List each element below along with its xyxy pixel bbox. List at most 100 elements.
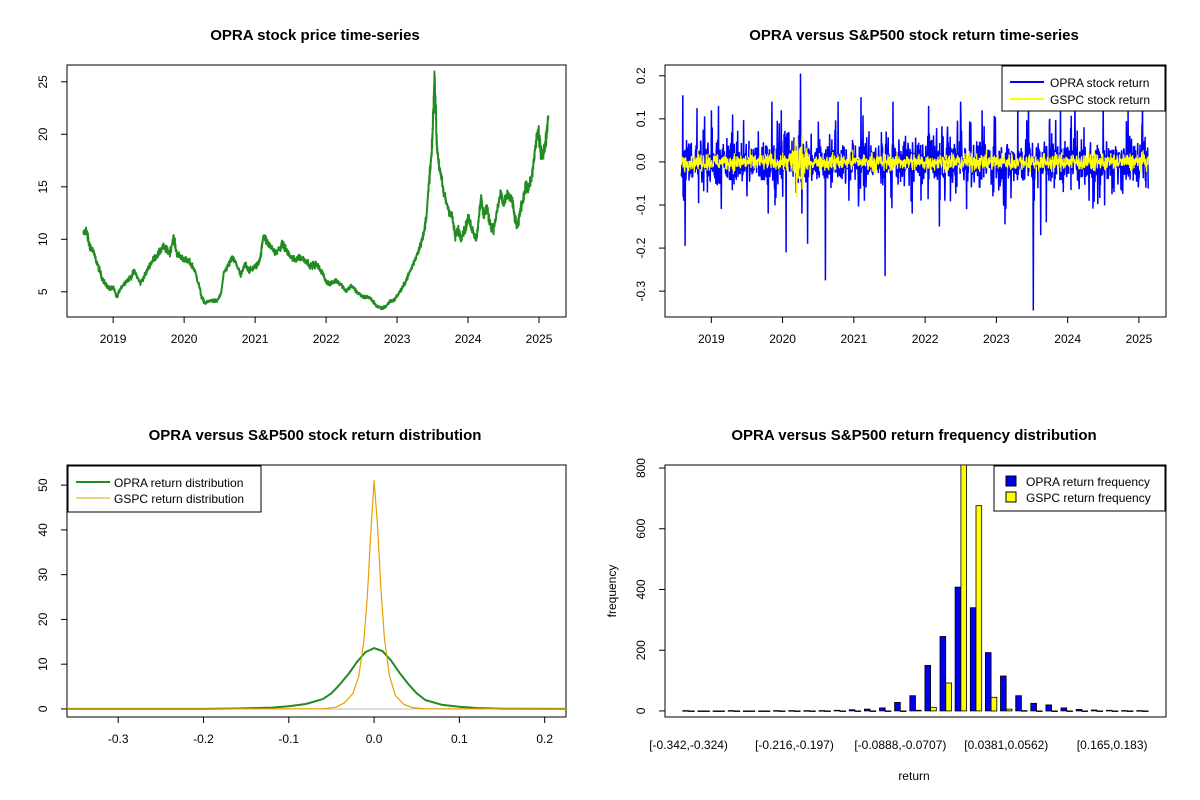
x-tick-label: 2024 (455, 332, 482, 346)
gspc-bar (703, 710, 710, 712)
x-tick-label: -0.2 (193, 732, 214, 746)
legend-box (67, 465, 262, 513)
legend-label-gspc: GSPC stock return (1050, 93, 1150, 107)
x-tick-label: 2020 (171, 332, 198, 346)
y-tick-label: 0 (36, 705, 50, 712)
gspc-return-line (680, 133, 1149, 198)
gspc-bar (1111, 710, 1119, 712)
y-tick-label: 15 (36, 180, 50, 194)
gspc-bar (718, 710, 725, 712)
y-tick-label: 0.1 (634, 110, 648, 127)
gspc-bar (1005, 708, 1013, 712)
opra-bar (924, 665, 932, 712)
opra-bar (1121, 710, 1128, 712)
opra-bar (1030, 702, 1037, 712)
opra-bar (909, 695, 916, 712)
return-density-chart: OPRA versus S&P500 stock return distribu… (36, 427, 567, 746)
y-tick-label: 0.0 (634, 153, 648, 170)
y-tick-label: 200 (634, 640, 648, 660)
x-tick-label: [0.0381,0.0562) (964, 738, 1048, 752)
x-tick-label: 2025 (1126, 332, 1153, 346)
opra-bar (682, 710, 689, 712)
y-tick-label: 10 (36, 657, 50, 671)
x-tick-label: [-0.216,-0.197) (755, 738, 834, 752)
gspc-bar (748, 710, 756, 712)
gspc-bar (900, 710, 907, 712)
opra-bar (864, 708, 871, 712)
x-tick-label: 0.0 (366, 732, 383, 746)
x-tick-label: 2019 (698, 332, 725, 346)
x-tick-label: 2020 (769, 332, 796, 346)
plot-frame (66, 464, 567, 718)
opra-bar (727, 710, 735, 712)
gspc-bar (930, 706, 937, 712)
x-tick-label: 2022 (912, 332, 939, 346)
opra-bar (848, 709, 856, 712)
legend-label-opra: OPRA return frequency (1026, 475, 1150, 489)
opra-bar (939, 636, 947, 712)
x-tick-label: 2025 (526, 332, 553, 346)
opra-bar (969, 607, 977, 712)
opra-density-line (67, 647, 567, 710)
legend-label-gspc: GSPC return distribution (114, 492, 244, 506)
gspc-bar (869, 710, 877, 712)
opra-bar (894, 702, 901, 712)
chart-title: OPRA versus S&P500 stock return time-ser… (749, 27, 1079, 44)
legend-label-opra: OPRA return distribution (114, 476, 243, 490)
gspc-bar (1066, 710, 1073, 712)
opra-bar (1090, 709, 1098, 712)
x-tick-label: 2023 (384, 332, 411, 346)
y-tick-label: 400 (634, 579, 648, 599)
opra-bar (833, 709, 841, 712)
price-line (82, 70, 550, 311)
price-chart: OPRA stock price time-series 2019 2020 202… (36, 27, 567, 346)
gspc-bar (1081, 710, 1089, 712)
gspc-bar (1051, 710, 1058, 712)
opra-bar (1000, 675, 1007, 712)
x-tick-label: 2019 (100, 332, 127, 346)
gspc-bar (854, 710, 862, 712)
opra-bar (788, 710, 795, 712)
y-tick-label: 50 (36, 478, 50, 492)
opra-bar (773, 710, 780, 712)
x-tick-label: 2021 (841, 332, 868, 346)
y-tick-label: 0.2 (634, 67, 648, 84)
gspc-bar (960, 465, 968, 712)
gspc-bar (763, 710, 771, 712)
y-tick-label: -0.1 (634, 194, 648, 215)
gspc-bar (1142, 710, 1149, 712)
return-frequency-chart: OPRA versus S&P500 return frequency dist… (605, 427, 1167, 783)
bars (682, 465, 1149, 712)
gspc-bar (778, 710, 786, 712)
gspc-bar (809, 710, 816, 712)
legend-label-gspc: GSPC return frequency (1026, 491, 1151, 505)
y-tick-label: 20 (36, 127, 50, 141)
y-tick-label: 20 (36, 612, 50, 626)
opra-bar (1045, 704, 1053, 712)
opra-bar (1015, 695, 1022, 712)
gspc-bar (1021, 710, 1028, 712)
opra-bar (803, 710, 810, 712)
legend-swatch-opra (1005, 475, 1017, 487)
y-tick-label: 800 (634, 458, 648, 478)
opra-bar (712, 710, 720, 712)
x-tick-label: [0.165,0.183) (1077, 738, 1148, 752)
x-tick-label: 0.2 (536, 732, 553, 746)
x-tick-label: [-0.0888,-0.0707) (854, 738, 946, 752)
opra-bar (985, 652, 992, 712)
legend-label-opra: OPRA stock return (1050, 76, 1149, 90)
y-tick-label: -0.2 (634, 237, 648, 258)
gspc-bar (794, 710, 801, 712)
x-tick-label: [-0.342,-0.324) (649, 738, 728, 752)
y-tick-label: 10 (36, 232, 50, 246)
gspc-bar (839, 710, 847, 712)
opra-bar (879, 707, 886, 712)
chart-title: OPRA versus S&P500 return frequency dist… (731, 427, 1096, 444)
opra-bar (1136, 710, 1143, 712)
gspc-bar (824, 710, 831, 712)
chart-title: OPRA stock price time-series (210, 27, 420, 44)
legend: OPRA stock return GSPC stock return (1001, 65, 1166, 112)
y-axis-label: frequency (605, 565, 619, 618)
x-tick-label: 2024 (1054, 332, 1081, 346)
gspc-bar (688, 710, 695, 712)
